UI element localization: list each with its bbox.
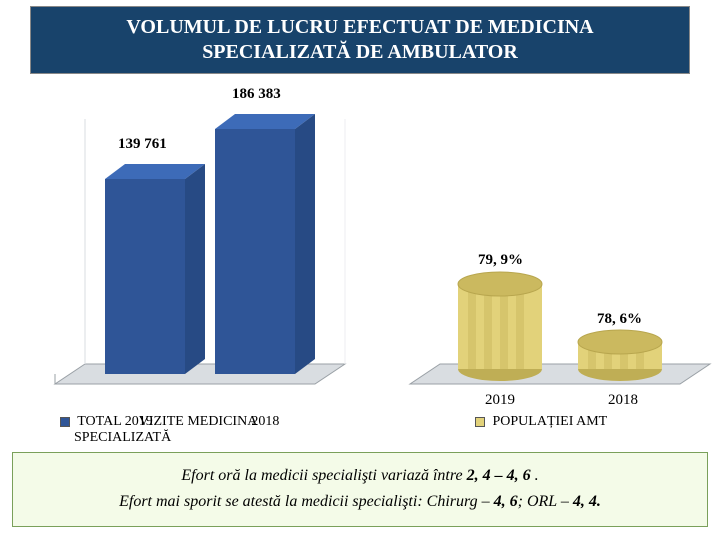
axis-right-2: 2018: [608, 392, 638, 409]
legend-left-m2: VIZITE MEDICINA: [139, 414, 258, 429]
footer-l1-pre: Efort oră la medicii specialişti variază…: [181, 467, 466, 484]
page-title: VOLUMUL DE LUCRU EFECTUAT DE MEDICINA SP…: [30, 6, 690, 74]
legend-left-m3: 2018: [251, 414, 279, 430]
footer-line-2: Efort mai sporit se atestă la medicii sp…: [31, 489, 689, 515]
footer-l1-post: .: [531, 467, 539, 484]
footer-l1-bold: 2, 4 – 4, 6: [467, 467, 531, 484]
axis-right-1: 2019: [485, 392, 515, 409]
footer-l2-b1: 4, 6: [494, 493, 518, 510]
legend-left-swatch: [60, 417, 70, 427]
title-line-1: VOLUMUL DE LUCRU EFECTUAT DE MEDICINA: [51, 15, 669, 40]
cyl-label-1: 79, 9%: [478, 252, 523, 269]
legend-left-m1: 2019: [125, 414, 153, 430]
footer-l2-pre: Efort mai sporit se atestă la medicii sp…: [119, 493, 494, 510]
footer-l2-b2: 4, 4.: [573, 493, 601, 510]
footer-box: Efort oră la medicii specialişti variază…: [12, 452, 708, 527]
footer-line-1: Efort oră la medicii specialişti variază…: [31, 463, 689, 489]
chart-svg: [0, 74, 720, 444]
footer-l2-mid: ; ORL –: [518, 493, 573, 510]
bar-label-2: 186 383: [232, 86, 281, 103]
bar-label-1: 139 761: [118, 136, 167, 153]
chart-area: 139 761 186 383 79, 9% 78, 6% 2019 2018 …: [0, 74, 720, 444]
legend-left-prefix: TOTAL: [77, 414, 124, 429]
legend-right-swatch: [475, 417, 485, 427]
cyl-label-2: 78, 6%: [597, 311, 642, 328]
legend-left: TOTAL 201920VIZITE MEDICINA2018 SPECIALI…: [60, 414, 350, 446]
legend-right: POPULAȚIEI AMT: [475, 414, 607, 430]
title-line-2: SPECIALIZATĂ DE AMBULATOR: [51, 40, 669, 65]
legend-left-line2: SPECIALIZATĂ: [74, 430, 350, 446]
legend-right-text: POPULAȚIEI AMT: [493, 414, 608, 429]
